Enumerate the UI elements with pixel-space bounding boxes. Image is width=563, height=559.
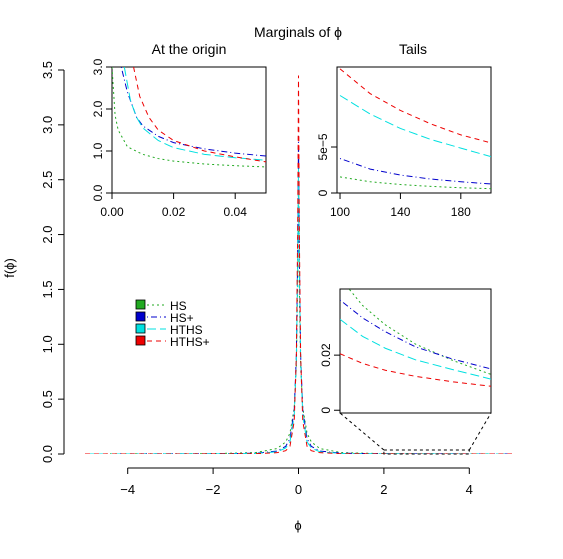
main-y-tick-label: 2.0 [40,226,55,244]
tails-x-tick-label: 140 [390,205,410,219]
zoom-y-tick-label: 0 [319,407,333,414]
tails-y-tick-label: 5e−5 [316,133,330,160]
zoom-line-hths [340,318,491,380]
main-x-tick-label: 4 [466,482,473,497]
legend-item-hths: HTHS [135,323,203,337]
main-x-tick-label: −2 [206,482,221,497]
legend-swatch-hs-plus [135,311,146,322]
origin-line-hs [112,67,266,168]
legend-swatch-hs [135,299,146,310]
origin-inset-title: At the origin [152,41,227,57]
x-axis-label: ϕ [294,518,301,533]
tails-x-tick-label: 100 [330,205,350,219]
legend-swatch-hths [135,323,146,334]
origin-x-tick-label: 0.04 [224,205,248,219]
tails-y-tick-label: 0 [316,189,330,196]
tails-inset: 100 140 180 0 5e−5 [316,66,492,219]
zoom-y-tick-label: 0.02 [319,343,333,367]
legend-item-hs: HS [135,299,187,313]
main-x-tick-label: −4 [120,482,135,497]
main-plot-lines [85,75,512,454]
zoom-frame [339,288,492,414]
origin-x-tick-label: 0.00 [100,205,124,219]
tails-inset-title: Tails [399,41,427,57]
main-y-tick-label: 0.0 [40,445,55,463]
origin-y-tick-label: 1.0 [91,142,105,159]
legend-label-hths: HTHS [170,323,203,337]
tails-frame [336,66,492,194]
tails-line-hs [339,176,491,190]
origin-y-tick-label: 0.0 [91,184,105,201]
main-y-tick-label: 3.0 [40,116,55,134]
zoom-connector-lines [339,412,492,455]
zoom-connector-right [468,412,492,451]
zoom-inset: 00.02 [319,288,492,414]
main-x-tick-label: 0 [295,482,302,497]
zoom-line-hths-plus [340,353,491,387]
origin-x-tick-label: 0.02 [162,205,186,219]
legend-item-hs-plus: HS+ [135,311,194,325]
legend-label-hs-plus: HS+ [170,311,194,325]
tails-line-hths-plus [339,68,491,144]
main-line-hths [85,168,512,454]
legend-item-hths-plus: HTHS+ [135,335,210,349]
y-axis-label: f(ϕ) [2,258,17,278]
main-x-axis: −4 −2 0 2 4 [120,467,473,497]
chart-title: Marginals of ϕ [254,24,342,40]
legend-swatch-hths-plus [135,335,146,346]
main-y-tick-label: 0.5 [40,390,55,408]
origin-frame [111,66,267,194]
main-line-hths-plus [85,75,512,454]
origin-y-tick-label: 3.0 [91,58,105,75]
main-y-tick-label: 2.5 [40,171,55,189]
origin-inset: 0.00 0.02 0.04 0.0 1.0 2.0 3.0 [91,58,267,219]
tails-line-hs-plus [339,158,491,185]
main-y-tick-label: 1.0 [40,335,55,353]
tails-x-tick-label: 180 [451,205,471,219]
zoom-line-hs-plus [340,299,491,370]
origin-line-hths-plus [133,67,266,163]
main-y-tick-label: 1.5 [40,280,55,298]
origin-line-hths [123,67,266,161]
main-x-tick-label: 2 [380,482,387,497]
zoom-region-box [383,449,470,455]
legend-label-hs: HS [170,299,187,313]
origin-y-tick-label: 2.0 [91,100,105,117]
main-y-axis: 0.0 0.5 1.0 1.5 2.0 2.5 3.0 3.5 [40,61,65,463]
main-y-tick-label: 3.5 [40,61,55,79]
legend-label-hths-plus: HTHS+ [170,335,210,349]
tails-line-hths [339,95,491,158]
